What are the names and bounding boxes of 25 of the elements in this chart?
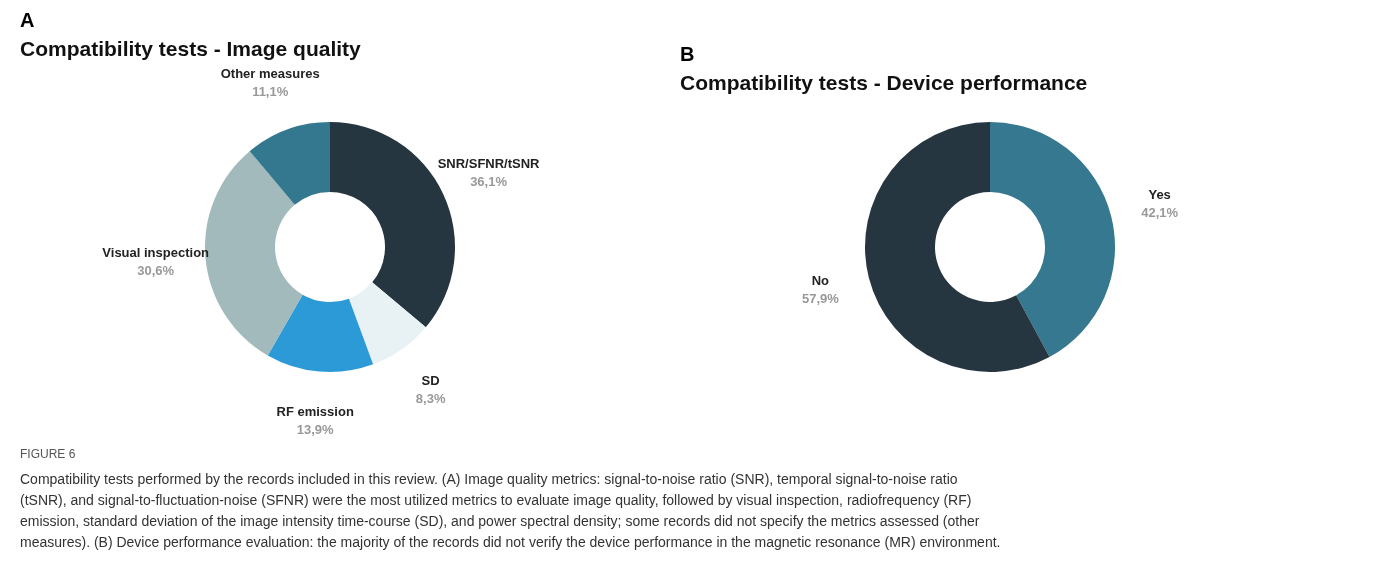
slice-label: SD [421, 373, 440, 389]
donut-slice [348, 282, 426, 365]
slice-label: Yes [1148, 187, 1171, 203]
donut-slice [249, 122, 330, 205]
chart-title: Compatibility tests - Device performance [680, 71, 1088, 94]
data-label: 42,1% [1141, 205, 1179, 221]
text: Compatibility tests performed by the records included in this review. (A) Image quality metrics: signal-to-noise ratio (SNR), temporal signal-to-noise ratio (tSNR), and signal-to-fluctuation-noise (SFNR) were the most utilized metrics to evaluate image quality, followed by visual inspection, radiofrequency (RF) emission, standard deviation of the image intensity time-course (SD), and power spectral density; some records did not specify the metrics assessed (other measures). (B) Device performance evaluation: the majority of the records did not verify the device performance in the magnetic resonance (MR) environment. [20, 471, 1001, 550]
text: A [20, 8, 35, 31]
data-label: 13,9% [296, 422, 335, 438]
slice-label: RF emission [276, 404, 354, 420]
data-label: 11,1% [252, 83, 289, 99]
slice-label: No [811, 272, 830, 288]
data-label: 30,6% [137, 263, 175, 279]
donut-slice [865, 122, 1050, 372]
donut-slice [267, 294, 374, 372]
donut-slice [990, 122, 1115, 357]
data-label: 36,1% [470, 173, 508, 189]
data-label: 8,3% [415, 391, 446, 407]
slice-label: Other measures [220, 65, 320, 81]
caption: FIGURE 6 [20, 447, 76, 461]
slice-label: SNR/SFNR/tSNR [437, 155, 541, 171]
text: B [680, 43, 695, 65]
chart-title: Compatibility tests - Image quality [20, 36, 362, 60]
slice-label: Visual inspection [102, 245, 210, 261]
data-label: 57,9% [801, 290, 840, 306]
